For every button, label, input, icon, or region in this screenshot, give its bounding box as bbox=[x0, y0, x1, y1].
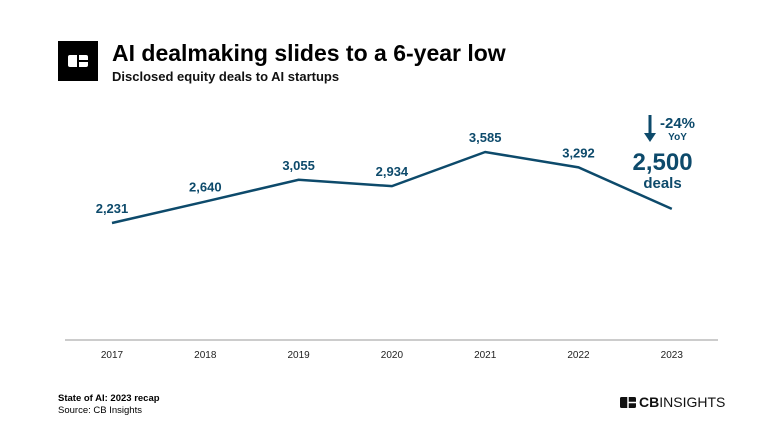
x-tick-label: 2017 bbox=[101, 350, 124, 361]
latest-unit: deals bbox=[643, 175, 682, 192]
latest-value: 2,500 bbox=[632, 149, 693, 176]
data-label: 3,292 bbox=[562, 145, 595, 160]
chart-title: AI dealmaking slides to a 6-year low bbox=[112, 40, 506, 66]
x-tick-label: 2018 bbox=[194, 350, 217, 361]
down-arrow-icon bbox=[644, 115, 656, 142]
source-note: Source: CB Insights bbox=[58, 405, 142, 416]
data-label: 2,934 bbox=[376, 164, 409, 179]
chart-subtitle: Disclosed equity deals to AI startups bbox=[112, 69, 340, 84]
x-tick-label: 2022 bbox=[567, 350, 590, 361]
change-period: YoY bbox=[668, 132, 687, 143]
data-label: 3,585 bbox=[469, 130, 502, 145]
data-label: 3,055 bbox=[282, 158, 315, 173]
x-tick-label: 2019 bbox=[287, 350, 310, 361]
data-label: 2,231 bbox=[96, 201, 129, 216]
report-name: State of AI: 2023 recap bbox=[58, 393, 160, 404]
cb-logo bbox=[58, 41, 98, 81]
data-label: 2,640 bbox=[189, 180, 222, 195]
x-tick-label: 2021 bbox=[474, 350, 497, 361]
change-percent: -24% bbox=[660, 115, 696, 132]
cb-brand-icon bbox=[620, 396, 636, 408]
cb-insights-brand: CBINSIGHTS bbox=[620, 394, 725, 410]
x-tick-label: 2020 bbox=[381, 350, 404, 361]
x-tick-label: 2023 bbox=[661, 350, 684, 361]
yoy-annotation: -24% YoY 2,500 deals bbox=[630, 115, 695, 192]
